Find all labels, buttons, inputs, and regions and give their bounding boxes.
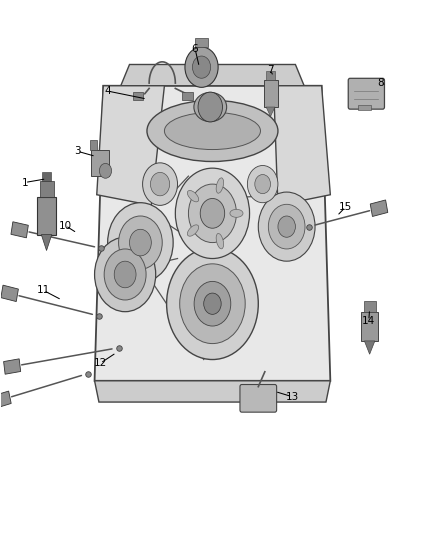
Circle shape [188,184,237,243]
Bar [90,140,97,150]
Bar [264,80,278,107]
Ellipse shape [147,100,278,161]
Bar [361,312,378,341]
Circle shape [247,165,278,203]
FancyBboxPatch shape [348,78,385,109]
Circle shape [192,56,211,78]
Bar [364,301,376,312]
Polygon shape [364,341,375,354]
Circle shape [108,203,173,282]
Text: 7: 7 [267,65,274,75]
Circle shape [166,248,258,360]
Circle shape [198,92,223,122]
Bar [195,38,208,47]
Circle shape [200,198,225,228]
Ellipse shape [216,178,223,193]
Ellipse shape [164,112,261,150]
Circle shape [180,264,245,344]
Text: 12: 12 [94,358,107,368]
Polygon shape [11,222,28,238]
Polygon shape [1,285,18,302]
Circle shape [104,249,146,300]
Polygon shape [0,391,11,408]
Circle shape [255,174,271,193]
Text: 6: 6 [192,44,198,53]
Circle shape [258,192,315,261]
Polygon shape [370,200,388,216]
Text: 8: 8 [377,78,384,88]
Polygon shape [121,64,304,86]
Circle shape [204,293,221,314]
Circle shape [185,47,218,87]
Bar [42,172,51,181]
Circle shape [130,229,151,256]
Bar [91,150,109,176]
Circle shape [150,172,170,196]
Text: 3: 3 [74,146,81,156]
Text: 4: 4 [104,86,111,96]
Ellipse shape [230,209,243,217]
Text: 15: 15 [339,202,352,212]
Bar [37,197,56,235]
Polygon shape [97,86,164,205]
Text: 1: 1 [21,177,28,188]
Circle shape [175,168,250,259]
Circle shape [99,164,112,178]
Bar [133,92,144,100]
Circle shape [194,281,231,326]
Polygon shape [95,381,330,402]
Text: 11: 11 [37,286,50,295]
Polygon shape [95,86,330,381]
Polygon shape [41,235,52,251]
Text: 14: 14 [362,316,375,326]
Ellipse shape [216,233,223,249]
Polygon shape [274,86,330,205]
Bar [182,92,193,100]
Circle shape [268,204,305,249]
Ellipse shape [187,225,199,236]
Polygon shape [4,359,21,374]
Circle shape [278,216,295,237]
Circle shape [114,261,136,288]
Circle shape [95,237,155,312]
Polygon shape [266,107,275,117]
Ellipse shape [194,92,226,122]
Circle shape [143,163,177,205]
Text: 13: 13 [286,392,299,402]
Bar [266,71,275,80]
Circle shape [119,216,162,269]
Ellipse shape [187,190,199,202]
Text: 10: 10 [59,221,72,231]
Bar [358,106,371,110]
Bar [39,181,53,197]
FancyBboxPatch shape [240,384,277,412]
